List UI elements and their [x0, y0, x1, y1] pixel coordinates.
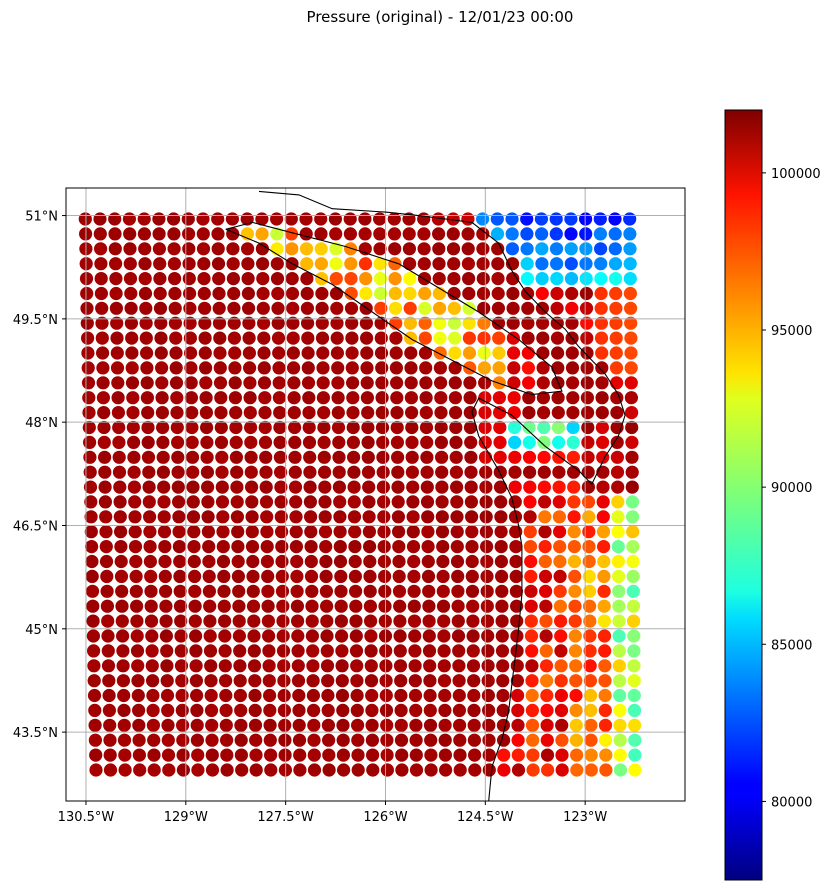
colorbar-ticks: 80000 85000 90000 95000 100000	[762, 167, 821, 811]
colorbar-tick-label: 95000	[771, 324, 812, 339]
colorbar-gradient	[725, 110, 762, 880]
colorbar-tick-label: 85000	[771, 638, 812, 653]
colorbar-tick-label: 100000	[771, 167, 821, 182]
colorbar-tick-label: 90000	[771, 481, 812, 496]
colorbar-tick-label: 80000	[771, 795, 812, 810]
